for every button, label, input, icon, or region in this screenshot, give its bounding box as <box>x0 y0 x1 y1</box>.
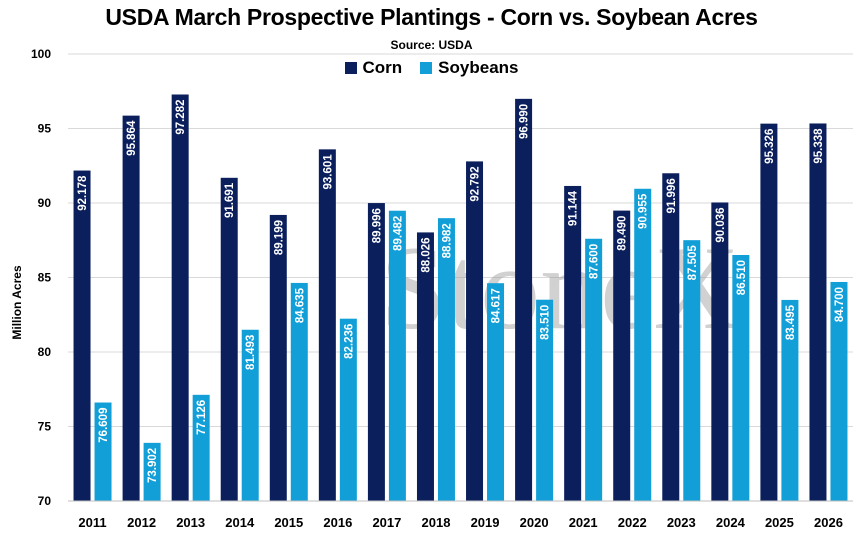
data-label: 89.996 <box>371 208 383 243</box>
x-tick-label: 2022 <box>618 515 647 530</box>
data-label: 95.864 <box>126 120 138 156</box>
data-label: 73.902 <box>147 448 159 483</box>
data-label: 96.990 <box>519 104 531 139</box>
corn-bar <box>711 202 729 501</box>
data-label: 77.126 <box>196 400 208 435</box>
y-tick-label: 100 <box>31 47 51 61</box>
soybean-bar <box>634 188 652 501</box>
data-label: 76.609 <box>98 408 110 443</box>
x-tick-label: 2013 <box>176 515 205 530</box>
x-tick-label: 2019 <box>471 515 500 530</box>
x-tick-label: 2020 <box>520 515 549 530</box>
soybean-bar <box>94 402 112 501</box>
soybean-bar <box>241 329 259 501</box>
data-label: 90.036 <box>715 207 727 242</box>
corn-bar <box>613 210 631 501</box>
corn-bar <box>809 123 827 501</box>
data-label: 95.338 <box>813 128 825 164</box>
chart-legend: Corn Soybeans <box>0 58 863 78</box>
x-tick-label: 2023 <box>667 515 696 530</box>
data-label: 81.493 <box>245 335 257 370</box>
data-label: 92.792 <box>470 166 482 201</box>
corn-bar <box>662 173 680 502</box>
chart-subtitle: Source: USDA <box>390 38 473 52</box>
x-tick-label: 2024 <box>716 515 746 530</box>
legend-item-corn: Corn <box>344 58 403 78</box>
y-tick-label: 85 <box>38 271 52 285</box>
soybean-bar <box>339 318 357 501</box>
soybean-bar <box>732 255 750 501</box>
data-label: 87.505 <box>687 245 699 281</box>
soybean-bar <box>192 394 210 501</box>
data-label: 84.635 <box>294 287 306 323</box>
soybean-bar <box>487 283 505 501</box>
data-label: 86.510 <box>736 260 748 295</box>
data-label: 93.601 <box>322 154 334 190</box>
y-tick-label: 95 <box>38 122 52 136</box>
x-tick-label: 2017 <box>372 515 401 530</box>
corn-bar <box>269 214 287 501</box>
y-tick-label: 90 <box>38 196 52 210</box>
data-label: 90.955 <box>638 193 650 229</box>
corn-bar <box>171 94 189 501</box>
corn-bar <box>416 232 434 501</box>
data-label: 91.691 <box>224 182 236 218</box>
y-tick-label: 75 <box>38 420 52 434</box>
data-label: 97.282 <box>175 99 187 134</box>
corn-bar <box>367 203 385 501</box>
data-label: 89.199 <box>273 220 285 255</box>
corn-bar <box>220 177 238 502</box>
legend-swatch-soybeans <box>420 62 433 74</box>
soybean-bar <box>437 218 455 501</box>
y-axis-label: Million Acres <box>10 265 24 340</box>
soybean-bar <box>290 282 308 501</box>
soybean-bar <box>683 240 701 501</box>
x-tick-label: 2025 <box>765 515 794 530</box>
corn-bar <box>515 98 533 501</box>
corn-bar <box>122 115 140 501</box>
corn-bar <box>318 149 336 501</box>
x-tick-label: 2012 <box>127 515 156 530</box>
data-label: 82.236 <box>343 324 355 359</box>
soybean-bar <box>830 281 848 501</box>
data-label: 95.326 <box>764 129 776 164</box>
soybean-bar <box>143 442 161 501</box>
legend-label-corn: Corn <box>362 58 403 77</box>
data-label: 91.996 <box>666 178 678 213</box>
corn-bar <box>760 123 778 501</box>
y-tick-label: 70 <box>38 494 52 508</box>
x-tick-label: 2018 <box>422 515 451 530</box>
y-tick-label: 80 <box>38 345 52 359</box>
data-label: 83.495 <box>785 304 797 340</box>
legend-item-soybeans: Soybeans <box>420 58 518 78</box>
x-tick-label: 2016 <box>323 515 352 530</box>
soybean-bar <box>388 210 406 501</box>
data-label: 87.600 <box>589 244 601 279</box>
corn-bar <box>466 161 484 501</box>
x-tick-label: 2014 <box>225 515 255 530</box>
data-label: 89.490 <box>617 216 629 251</box>
legend-swatch-corn <box>344 62 357 74</box>
chart-title: USDA March Prospective Plantings - Corn … <box>105 4 758 30</box>
data-label: 88.026 <box>420 237 432 272</box>
x-tick-label: 2011 <box>78 515 106 530</box>
x-tick-label: 2026 <box>814 515 843 530</box>
data-label: 91.144 <box>568 190 580 226</box>
soybean-bar <box>585 238 603 501</box>
data-label: 89.482 <box>392 216 404 251</box>
data-label: 84.700 <box>834 287 846 322</box>
corn-bar <box>73 170 91 502</box>
data-label: 92.178 <box>77 175 89 211</box>
soybean-bar <box>781 299 799 501</box>
x-tick-label: 2021 <box>569 515 598 530</box>
legend-label-soybeans: Soybeans <box>438 58 519 77</box>
data-label: 84.617 <box>491 288 503 323</box>
corn-bar <box>564 185 582 501</box>
soybean-bar <box>536 299 554 501</box>
data-label: 83.510 <box>540 305 552 340</box>
x-tick-label: 2015 <box>274 515 303 530</box>
data-label: 88.982 <box>441 223 453 258</box>
